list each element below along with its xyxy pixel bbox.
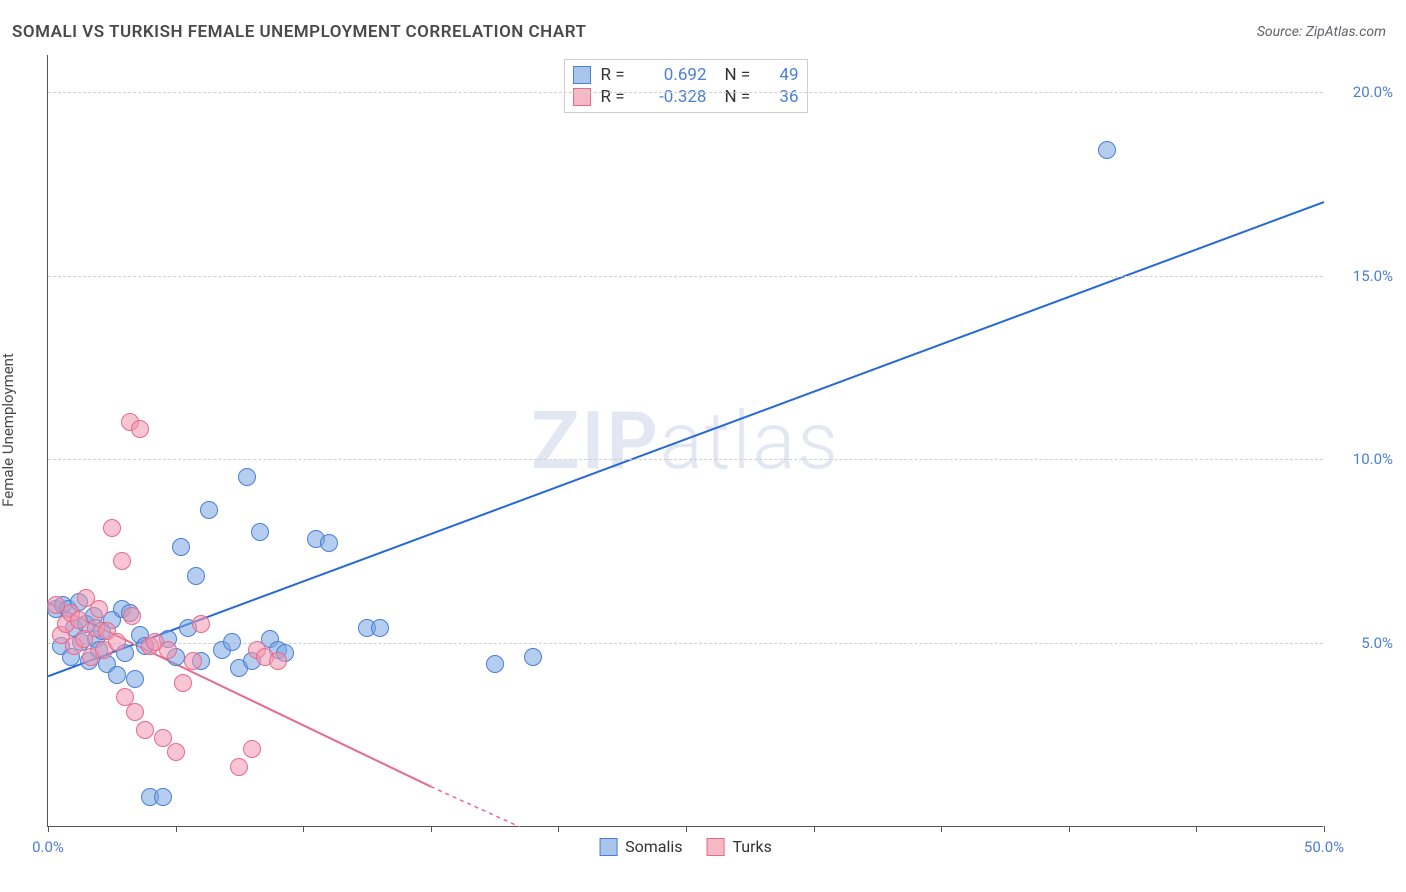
- data-point: [172, 538, 190, 556]
- gridline: [48, 459, 1323, 460]
- data-point: [113, 552, 131, 570]
- y-tick-label: 20.0%: [1333, 83, 1393, 101]
- legend-row: R =-0.328N =36: [573, 86, 799, 108]
- y-tick-label: 5.0%: [1333, 634, 1393, 652]
- data-point: [174, 674, 192, 692]
- x-tick: [814, 826, 815, 832]
- x-tick: [1069, 826, 1070, 832]
- x-tick-label: 0.0%: [32, 838, 64, 856]
- data-point: [223, 633, 241, 651]
- gridline: [48, 276, 1323, 277]
- data-point: [136, 721, 154, 739]
- data-point: [103, 519, 121, 537]
- legend-item: Somalis: [599, 837, 682, 856]
- legend-swatch: [599, 838, 617, 856]
- data-point: [126, 670, 144, 688]
- legend-swatch: [706, 838, 724, 856]
- data-point: [154, 788, 172, 806]
- data-point: [108, 666, 126, 684]
- trend-lines-layer: [48, 55, 1324, 827]
- data-point: [192, 615, 210, 633]
- x-tick: [431, 826, 432, 832]
- data-point: [371, 619, 389, 637]
- x-tick: [1324, 826, 1325, 832]
- legend-item: Turks: [706, 837, 771, 856]
- data-point: [123, 607, 141, 625]
- series-legend: Somalis Turks: [599, 837, 772, 856]
- data-point: [524, 648, 542, 666]
- data-point: [320, 534, 338, 552]
- x-tick: [176, 826, 177, 832]
- x-tick: [48, 826, 49, 832]
- x-tick: [1196, 826, 1197, 832]
- legend-swatch: [573, 66, 591, 84]
- data-point: [108, 633, 126, 651]
- legend-swatch: [573, 88, 591, 106]
- y-axis-label: Female Unemployment: [0, 353, 17, 507]
- source-attribution: Source: ZipAtlas.com: [1257, 24, 1386, 40]
- x-tick: [558, 826, 559, 832]
- x-tick: [303, 826, 304, 832]
- y-tick-label: 10.0%: [1333, 450, 1393, 468]
- x-tick-label: 50.0%: [1304, 838, 1344, 856]
- data-point: [251, 523, 269, 541]
- data-point: [1098, 141, 1116, 159]
- chart-plot-area: ZIPatlas R =0.692N =49R =-0.328N =36 Som…: [47, 55, 1323, 827]
- data-point: [126, 703, 144, 721]
- data-point: [230, 758, 248, 776]
- data-point: [187, 567, 205, 585]
- data-point: [184, 652, 202, 670]
- correlation-legend: R =0.692N =49R =-0.328N =36: [564, 59, 808, 113]
- data-point: [159, 641, 177, 659]
- data-point: [131, 420, 149, 438]
- data-point: [200, 501, 218, 519]
- watermark: ZIPatlas: [531, 394, 840, 488]
- legend-row: R =0.692N =49: [573, 64, 799, 86]
- gridline: [48, 92, 1323, 93]
- legend-label: Somalis: [625, 837, 682, 856]
- chart-title: SOMALI VS TURKISH FEMALE UNEMPLOYMENT CO…: [12, 22, 586, 42]
- data-point: [269, 652, 287, 670]
- data-point: [243, 740, 261, 758]
- x-tick: [941, 826, 942, 832]
- data-point: [486, 655, 504, 673]
- legend-label: Turks: [732, 837, 771, 856]
- data-point: [154, 729, 172, 747]
- data-point: [90, 600, 108, 618]
- data-point: [238, 468, 256, 486]
- x-tick: [686, 826, 687, 832]
- data-point: [70, 611, 88, 629]
- y-tick-label: 15.0%: [1333, 267, 1393, 285]
- data-point: [167, 743, 185, 761]
